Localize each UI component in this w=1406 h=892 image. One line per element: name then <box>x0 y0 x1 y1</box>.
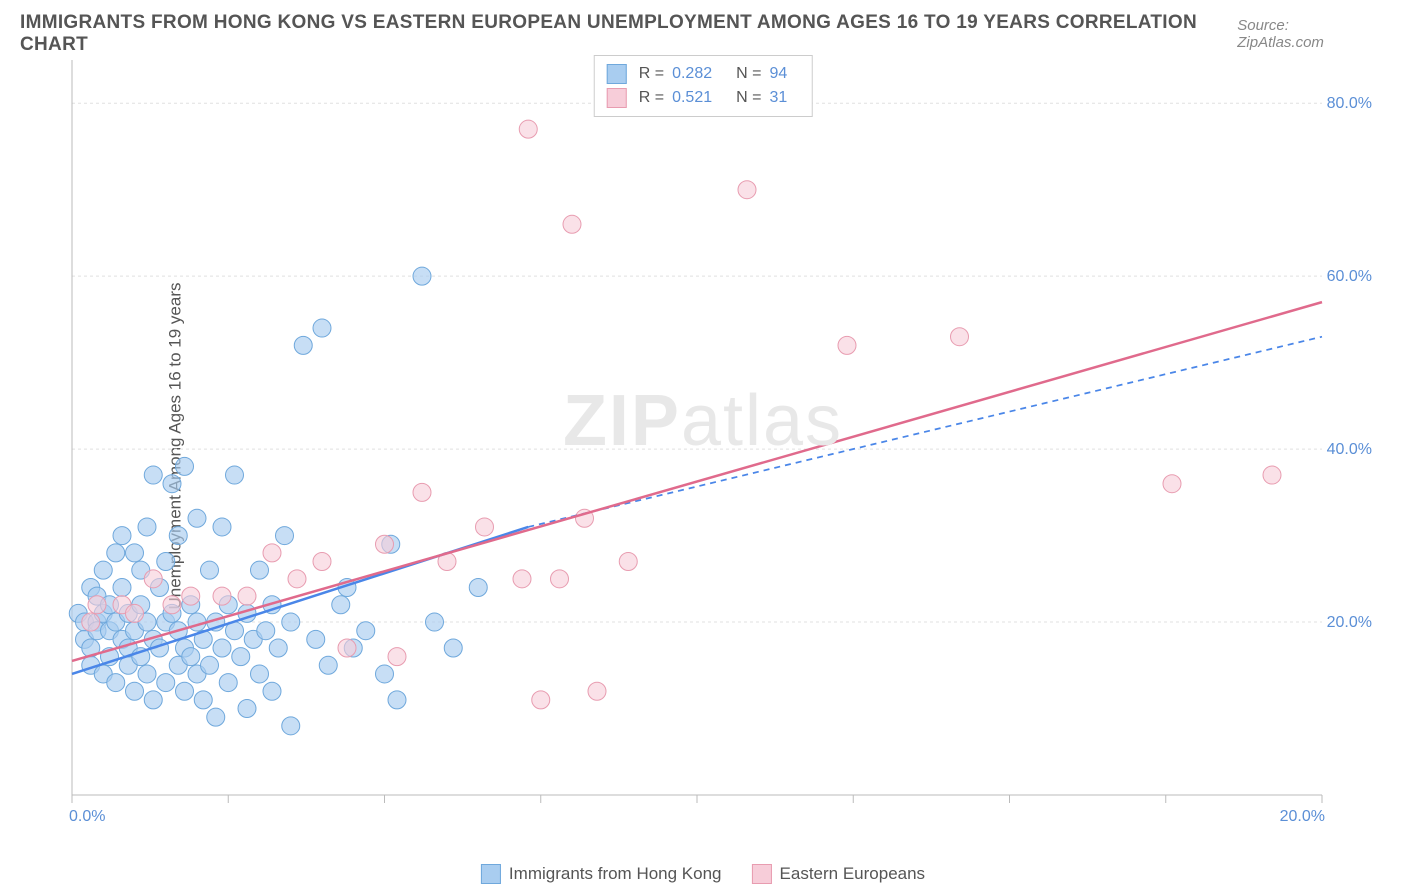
chart-title: IMMIGRANTS FROM HONG KONG VS EASTERN EUR… <box>20 12 1237 56</box>
legend-item-series2: Eastern Europeans <box>752 864 926 884</box>
legend-swatch-series2 <box>752 864 772 884</box>
scatter-plot: 20.0% 40.0% 60.0% 80.0% 0.0% 20.0% <box>62 55 1377 830</box>
svg-text:0.0%: 0.0% <box>69 808 105 825</box>
legend-item-series1: Immigrants from Hong Kong <box>481 864 722 884</box>
svg-text:20.0%: 20.0% <box>1280 808 1325 825</box>
bottom-legend: Immigrants from Hong Kong Eastern Europe… <box>481 864 925 884</box>
stats-legend: R = 0.282 N = 94 R = 0.521 N = 31 <box>594 55 813 117</box>
stats-row-series1: R = 0.282 N = 94 <box>607 62 800 86</box>
legend-swatch-series1 <box>481 864 501 884</box>
svg-text:60.0%: 60.0% <box>1327 268 1372 285</box>
source-label: Source: ZipAtlas.com <box>1237 17 1376 51</box>
swatch-series1 <box>607 64 627 84</box>
stats-row-series2: R = 0.521 N = 31 <box>607 86 800 110</box>
svg-text:80.0%: 80.0% <box>1327 95 1372 112</box>
svg-text:20.0%: 20.0% <box>1327 614 1372 631</box>
svg-text:40.0%: 40.0% <box>1327 441 1372 458</box>
swatch-series2 <box>607 88 627 108</box>
